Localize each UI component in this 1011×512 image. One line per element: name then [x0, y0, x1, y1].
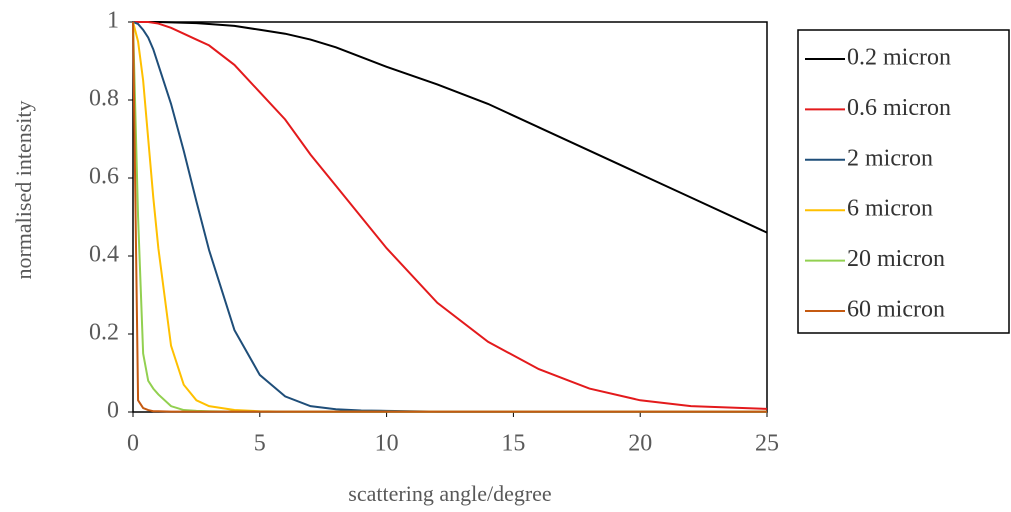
legend-label: 6 micron [847, 196, 933, 222]
legend-label: 2 micron [847, 145, 933, 171]
series-line [133, 21, 768, 410]
series-line [133, 21, 768, 234]
plot-area [132, 21, 768, 413]
series-line [132, 21, 767, 413]
legend-label: 0.2 micron [847, 45, 951, 71]
legend-label: 0.6 micron [847, 95, 951, 121]
series-line [132, 21, 767, 413]
y-tick-label: 0.4 [89, 242, 119, 268]
x-tick-label: 0 [127, 431, 139, 457]
x-axis-title: scattering angle/degree [348, 481, 551, 506]
y-tick-label: 0 [107, 398, 119, 424]
legend-box [797, 29, 1010, 334]
legend-label: 60 micron [847, 297, 945, 323]
legend-label: 20 micron [847, 246, 945, 272]
y-axis-title: normalised intensity [11, 100, 36, 279]
y-tick-label: 1 [107, 8, 119, 34]
x-tick-label: 25 [755, 431, 779, 457]
x-tick-label: 5 [254, 431, 266, 457]
x-tick-label: 20 [628, 431, 652, 457]
y-tick-label: 0.8 [89, 86, 119, 112]
x-tick-label: 15 [501, 431, 525, 457]
series-line [132, 21, 767, 413]
series-line [132, 21, 767, 413]
x-tick-label: 10 [375, 431, 399, 457]
y-tick-label: 0.2 [89, 320, 119, 346]
y-tick-label: 0.6 [89, 164, 119, 190]
